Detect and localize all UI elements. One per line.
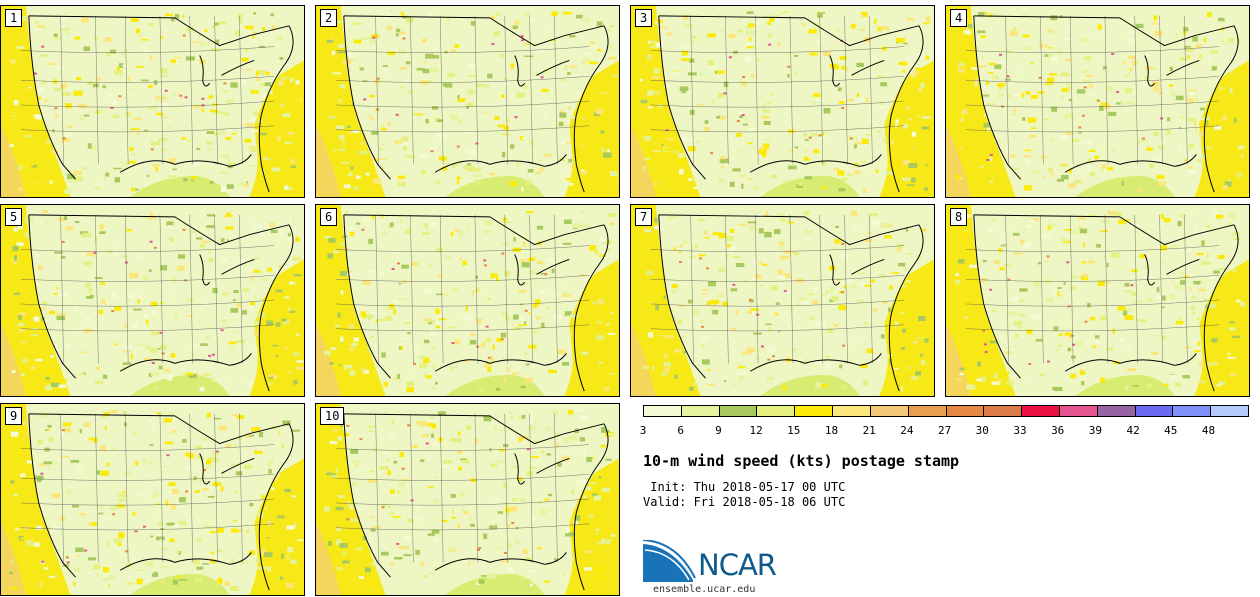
panel-member-2: 2 [315,5,620,198]
colorbar-tick-label: 9 [715,424,722,437]
panel-label: 4 [950,9,968,27]
panel-label: 8 [950,208,968,226]
colorbar-segment [945,405,985,417]
colorbar-segment [756,405,796,417]
colorbar-segment [832,405,871,417]
panel-member-9: 9 [0,403,305,596]
panel-member-1: 1 [0,5,305,198]
colorbar-tick-label: 48 [1201,424,1216,437]
colorbar-segment [1058,405,1098,417]
panel-member-4: 4 [945,5,1250,198]
colorbar-segment [907,405,947,417]
colorbar-tick-label: 18 [824,424,839,437]
panel-label: 2 [320,9,338,27]
colorbar-segment [1096,405,1136,417]
colorbar-tick-label: 33 [1013,424,1027,437]
colorbar-tick-label: 42 [1126,424,1140,437]
panel-member-10: 10 [315,403,620,596]
colorbar [643,405,1249,419]
colorbar-tick-label: 45 [1164,424,1178,437]
panel-label: 1 [5,9,23,27]
panel-label: 5 [5,208,23,226]
colorbar-tick-label: 27 [937,424,952,437]
colorbar-segment [1134,405,1174,417]
ncar-logo-text: NCAR [698,548,777,582]
panel-member-3: 3 [630,5,935,198]
panel-member-6: 6 [315,204,620,397]
colorbar-segment [794,405,834,417]
colorbar-tick-label: 21 [862,424,876,437]
colorbar-segment [1210,405,1249,417]
panel-label: 9 [5,407,23,425]
colorbar-tick-label: 12 [749,424,763,437]
colorbar-segment [680,405,720,417]
colorbar-tick-label: 15 [787,424,801,437]
colorbar-tick-label: 6 [677,424,684,437]
colorbar-segment [1172,405,1212,417]
colorbar-tick-label: 36 [1051,424,1065,437]
valid-time: Valid: Fri 2018-05-18 06 UTC [643,495,846,509]
colorbar-segment [643,405,682,417]
panel-label: 3 [635,9,653,27]
panel-member-8: 8 [945,204,1250,397]
panel-label: 7 [635,208,653,226]
colorbar-tick-label: 3 [639,424,647,437]
colorbar-segment [718,405,758,417]
panel-label: 10 [320,407,345,425]
plot-title: 10-m wind speed (kts) postage stamp [643,452,960,470]
panel-member-7: 7 [630,204,935,397]
site-url: ensemble.ucar.edu [653,584,756,595]
init-time: Init: Thu 2018-05-17 00 UTC [643,480,846,494]
colorbar-segment [983,405,1023,417]
panel-member-5: 5 [0,204,305,397]
colorbar-tick-label: 24 [900,424,914,437]
colorbar-segment [1021,405,1060,417]
colorbar-tick-label: 39 [1088,424,1103,437]
panel-label: 6 [320,208,338,226]
colorbar-segment [869,405,909,417]
ncar-logo-icon [643,540,696,582]
colorbar-tick-label: 30 [975,424,989,437]
